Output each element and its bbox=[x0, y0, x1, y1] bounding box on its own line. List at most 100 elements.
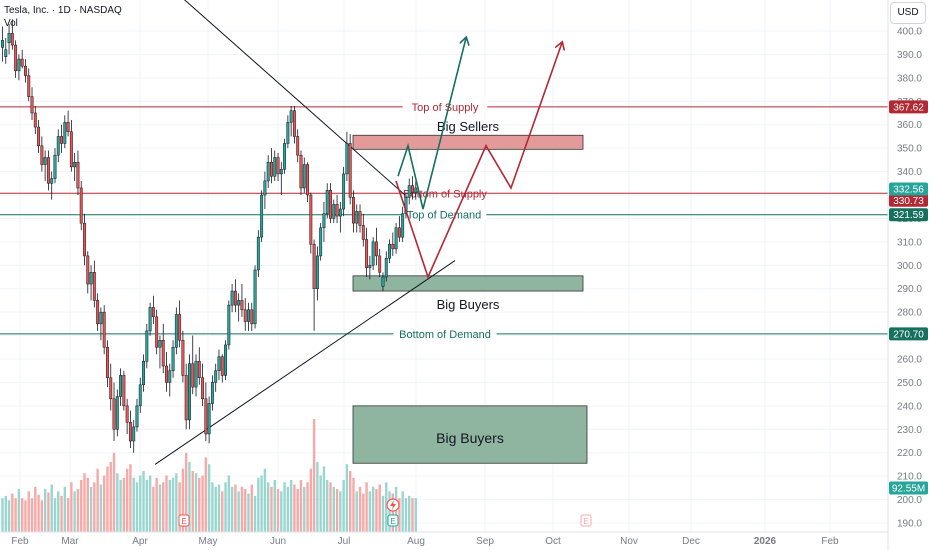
candle-body bbox=[335, 204, 339, 217]
volume-bar bbox=[217, 484, 221, 532]
candle-body bbox=[315, 255, 319, 289]
volume-bar bbox=[50, 484, 53, 532]
level-label: Top of Supply bbox=[412, 102, 479, 114]
symbol-title[interactable]: Tesla, Inc. · 1D · NASDAQ bbox=[4, 5, 122, 16]
candle-body bbox=[414, 187, 418, 193]
volume-bar bbox=[66, 498, 70, 532]
price-tick-label: 300.0 bbox=[897, 261, 922, 272]
candle-body bbox=[322, 213, 326, 229]
candle-body bbox=[128, 422, 132, 442]
candle-body bbox=[7, 33, 11, 43]
candle-body bbox=[243, 309, 247, 322]
price-tick-label: 280.0 bbox=[897, 308, 922, 319]
volume-bar bbox=[63, 486, 67, 532]
volume-bar bbox=[306, 482, 309, 532]
candle-body bbox=[43, 157, 47, 165]
candle-body bbox=[309, 194, 313, 245]
candle-body bbox=[145, 330, 149, 362]
price-tick-label: 350.0 bbox=[897, 144, 922, 155]
candle-body bbox=[158, 340, 162, 348]
level-price-badge bbox=[889, 100, 928, 114]
level-price-badge bbox=[889, 193, 928, 207]
volume-bar bbox=[93, 482, 96, 532]
level-price-badge-text: 270.70 bbox=[893, 329, 924, 340]
volume-bar bbox=[355, 491, 358, 532]
volume-bar bbox=[80, 480, 83, 532]
candle-body bbox=[302, 164, 306, 189]
price-badges: 367.62 330.73 321.59 270.70 332.56 92.55M bbox=[889, 100, 928, 495]
zone-box[interactable] bbox=[352, 134, 584, 150]
volume-bar bbox=[204, 457, 208, 532]
candle-body bbox=[247, 309, 250, 322]
volume-bar bbox=[348, 470, 352, 532]
projection-paths[interactable] bbox=[395, 38, 562, 280]
price-tick-label: 390.0 bbox=[897, 50, 922, 61]
time-tick-label: Oct bbox=[545, 536, 561, 547]
volume-bar bbox=[401, 491, 404, 532]
volume-bar bbox=[312, 419, 316, 532]
time-axis[interactable]: Feb Mar Apr May Jun Jul Aug Sep Oct Nov Dec 2026 Feb bbox=[0, 531, 888, 547]
candle-body bbox=[83, 222, 86, 257]
candle-body bbox=[148, 307, 152, 332]
candle-body bbox=[214, 370, 218, 383]
projection-path[interactable] bbox=[395, 43, 562, 280]
candle-body bbox=[394, 227, 398, 250]
time-tick-label: Apr bbox=[132, 536, 148, 547]
candle-body bbox=[348, 143, 352, 198]
candle-body bbox=[224, 344, 227, 376]
trendline[interactable] bbox=[147, 0, 406, 196]
candle-body bbox=[10, 33, 14, 46]
volume-bar bbox=[60, 495, 63, 532]
price-tick-label: 290.0 bbox=[897, 284, 922, 295]
volume-bar bbox=[57, 491, 60, 532]
candle-body bbox=[191, 363, 195, 388]
candle-body bbox=[135, 405, 139, 428]
volume-bar bbox=[335, 489, 339, 532]
zone-box[interactable] bbox=[352, 275, 584, 292]
zone-box[interactable] bbox=[352, 405, 588, 464]
candle-body bbox=[306, 164, 309, 196]
candle-body bbox=[86, 255, 90, 285]
time-tick-label: Feb bbox=[11, 536, 29, 547]
volume-bar bbox=[116, 473, 119, 532]
volume-bar bbox=[162, 482, 165, 532]
volume-bar bbox=[375, 489, 378, 532]
volume-bar bbox=[37, 494, 40, 532]
volume-bar bbox=[250, 484, 253, 532]
candle-body bbox=[233, 290, 237, 306]
candle-body bbox=[260, 194, 264, 238]
volume-bar bbox=[263, 468, 267, 532]
candle-body bbox=[27, 75, 31, 97]
volume-bar bbox=[132, 477, 135, 532]
volume-bar bbox=[76, 489, 80, 532]
volume-bar bbox=[11, 493, 14, 532]
volume-bar bbox=[145, 480, 149, 532]
volume-bar bbox=[99, 484, 103, 532]
volume-bar bbox=[191, 470, 194, 532]
currency-button[interactable]: USD bbox=[890, 2, 926, 24]
candle-body bbox=[227, 304, 231, 346]
candle-body bbox=[276, 157, 280, 175]
candle-body bbox=[325, 190, 329, 214]
candle-body bbox=[63, 122, 67, 144]
candle-body bbox=[299, 154, 303, 189]
volume-bar bbox=[53, 498, 57, 532]
volume-bar bbox=[227, 475, 231, 532]
projection-path[interactable] bbox=[397, 38, 466, 210]
candle-body bbox=[253, 269, 257, 325]
earnings-marker[interactable] bbox=[387, 514, 399, 527]
volume-bar bbox=[332, 486, 335, 532]
level-label-bg bbox=[402, 99, 488, 113]
earnings-marker[interactable] bbox=[178, 514, 190, 527]
earnings-marker[interactable] bbox=[580, 514, 592, 527]
candle-body bbox=[256, 236, 260, 271]
volume-bar bbox=[329, 482, 332, 532]
candle-body bbox=[286, 122, 290, 144]
volume-bar bbox=[339, 491, 342, 532]
volume-bar bbox=[188, 461, 191, 532]
volume-bar bbox=[368, 491, 372, 532]
volume-bar bbox=[342, 480, 345, 532]
time-tick-label: Sep bbox=[476, 536, 494, 547]
